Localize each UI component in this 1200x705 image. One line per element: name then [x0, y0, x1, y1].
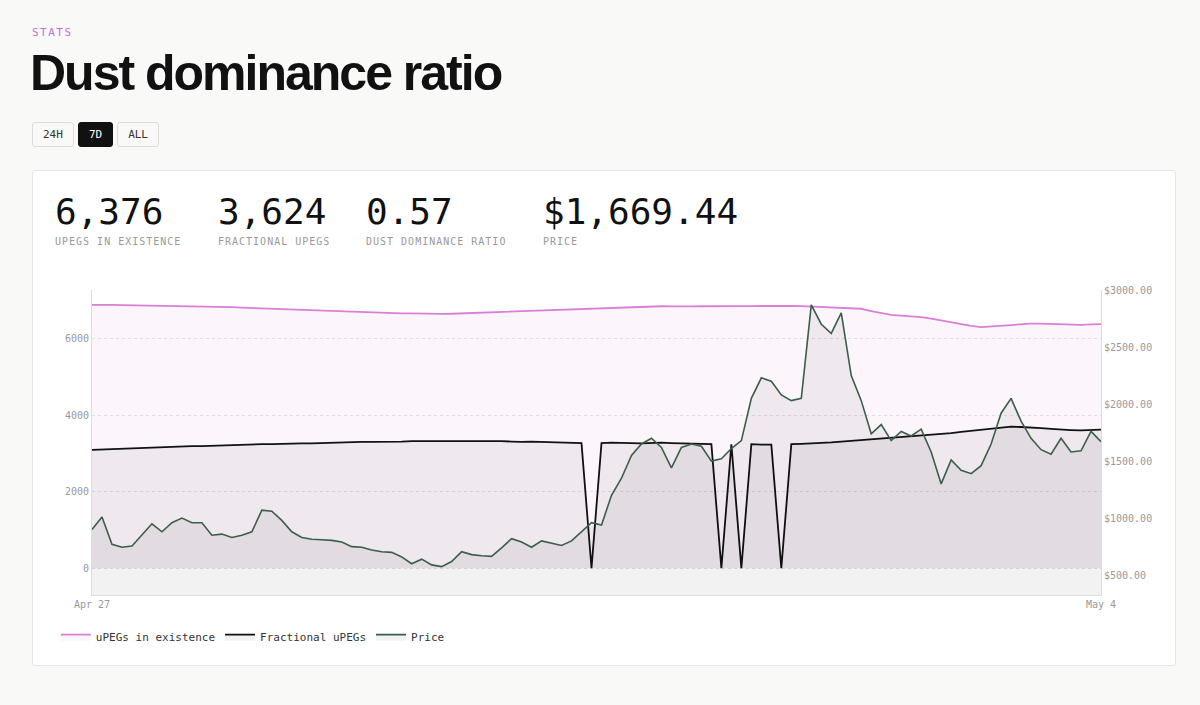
svg-text:2000: 2000 [65, 486, 89, 497]
svg-text:May 4: May 4 [1086, 599, 1116, 610]
html-text:ALL: ALL [128, 128, 148, 141]
svg-text:$1000.00: $1000.00 [1104, 513, 1152, 524]
svg-text:0: 0 [83, 563, 89, 574]
html-text:24H: 24H [43, 128, 63, 141]
svg-text:Fractional uPEGs: Fractional uPEGs [260, 631, 366, 644]
svg-text:uPEGs in existence: uPEGs in existence [96, 631, 215, 644]
svg-text:Apr 27: Apr 27 [74, 599, 110, 610]
svg-text:Price: Price [411, 631, 444, 644]
svg-text:$1500.00: $1500.00 [1104, 456, 1152, 467]
html-text:DUST DOMINANCE RATIO: DUST DOMINANCE RATIO [366, 236, 507, 247]
svg-text:$3000.00: $3000.00 [1104, 285, 1152, 296]
html-text:STATS: STATS [32, 26, 73, 39]
html-text:Dust dominance ratio: Dust dominance ratio [30, 45, 502, 101]
svg-text:6000: 6000 [65, 333, 89, 344]
html-text:$1,669.44: $1,669.44 [543, 191, 739, 232]
html-text:FRACTIONAL UPEGS: FRACTIONAL UPEGS [218, 236, 331, 247]
html-text:0.57: 0.57 [366, 191, 453, 232]
svg-text:$2500.00: $2500.00 [1104, 342, 1152, 353]
html-text:UPEGS IN EXISTENCE: UPEGS IN EXISTENCE [55, 236, 182, 247]
svg-text:$500.00: $500.00 [1104, 570, 1146, 581]
svg-text:$2000.00: $2000.00 [1104, 399, 1152, 410]
html-text:6,376: 6,376 [55, 191, 164, 232]
html-text:PRICE: PRICE [543, 236, 579, 247]
html-text:3,624: 3,624 [218, 191, 327, 232]
html-text:7D: 7D [88, 128, 103, 141]
svg-text:4000: 4000 [65, 410, 89, 421]
